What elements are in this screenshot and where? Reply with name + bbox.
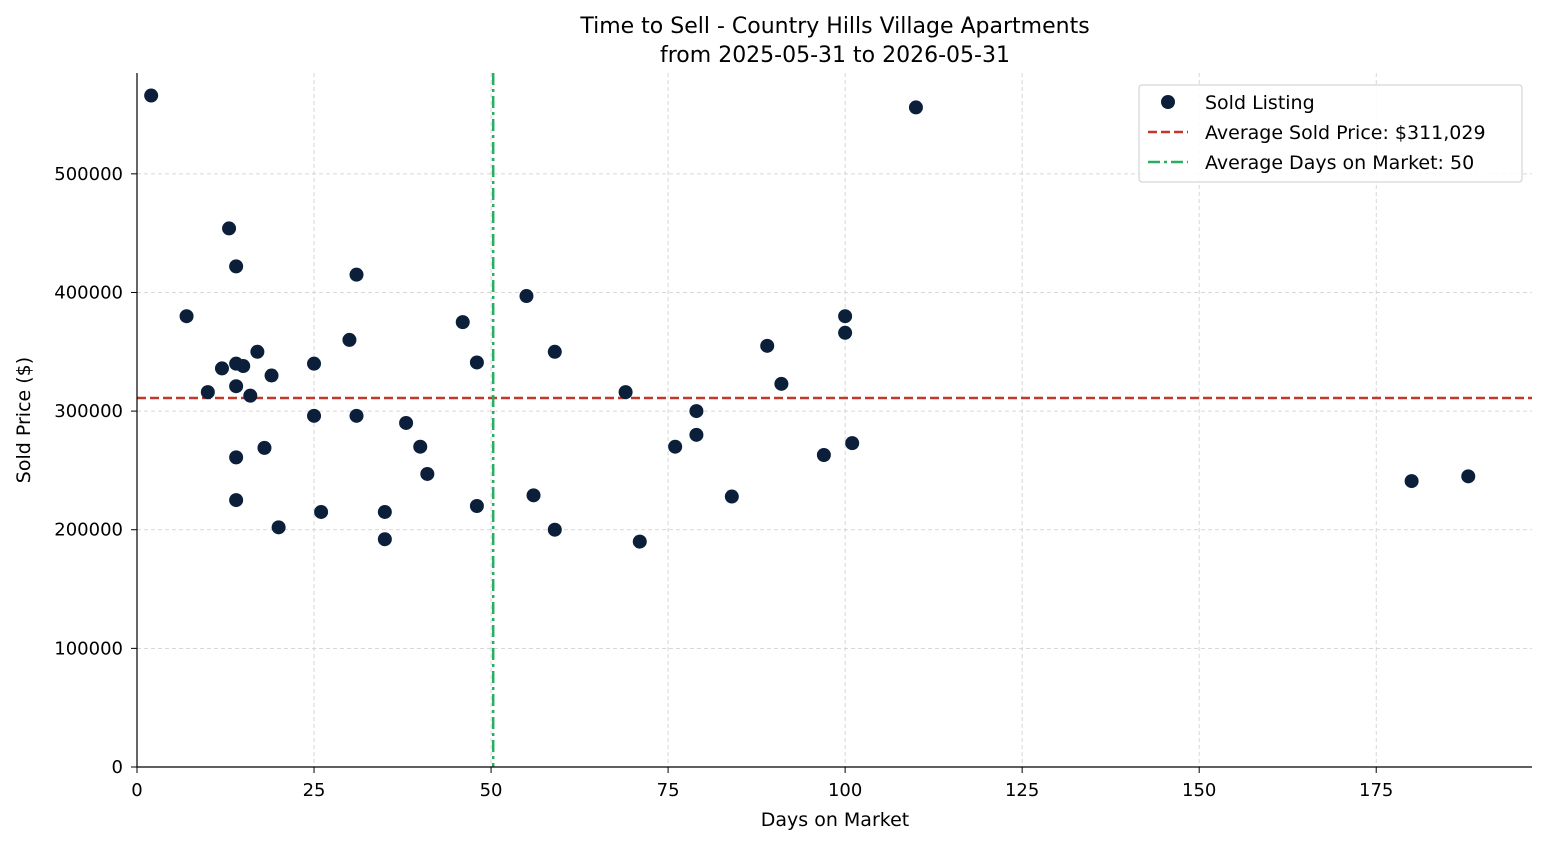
data-point [314,504,329,519]
data-point [229,493,244,508]
x-tick-label: 50 [480,780,503,801]
data-point [214,361,229,376]
x-axis-ticks: 0 25 50 75 100 125 150 175 [131,767,1393,801]
data-point [250,344,265,359]
data-point [222,221,237,236]
legend-marker-sold-listing [1161,95,1175,109]
data-point [257,440,272,455]
data-point [399,415,414,430]
data-point [724,489,739,504]
x-tick-label: 125 [1005,780,1039,801]
y-axis-ticks: 0 100000 200000 300000 400000 500000 [54,164,137,778]
data-point [689,427,704,442]
data-point [689,404,704,419]
data-point [845,436,860,451]
data-point [229,259,244,274]
data-point [1404,474,1419,489]
y-tick-label: 0 [112,757,123,778]
x-tick-label: 150 [1182,780,1216,801]
data-point [547,344,562,359]
chart-title: Time to Sell - Country Hills Village Apa… [579,14,1089,39]
data-point [349,267,364,282]
data-point [413,439,428,454]
data-point [243,388,258,403]
data-point [816,447,831,462]
data-point [618,385,633,400]
data-point [179,309,194,324]
data-point [526,488,541,503]
legend-label-avg-price: Average Sold Price: $311,029 [1205,122,1486,144]
x-tick-label: 175 [1359,780,1393,801]
data-point [236,359,251,374]
data-point [455,315,470,330]
data-point [264,368,279,383]
data-point [547,522,562,537]
data-point [774,376,789,391]
data-point [229,450,244,465]
data-point [420,466,435,481]
chart-subtitle: from 2025-05-31 to 2026-05-31 [660,43,1010,68]
y-tick-label: 300000 [54,401,123,422]
data-point [342,332,357,347]
data-point [519,289,534,304]
data-point [229,379,244,394]
y-tick-label: 400000 [54,282,123,303]
data-point [838,325,853,340]
legend: Sold Listing Average Sold Price: $311,02… [1138,84,1523,183]
reference-lines [137,73,1532,767]
data-point [908,100,923,115]
data-point [632,534,647,549]
legend-box [1138,84,1523,183]
grid-lines [137,73,1532,767]
data-point [760,338,775,353]
data-points [144,88,1476,549]
legend-label-sold-listing: Sold Listing [1205,92,1315,114]
data-point [1461,469,1476,484]
data-point [469,499,484,514]
y-tick-label: 500000 [54,164,123,185]
data-point [271,520,286,535]
x-tick-label: 100 [828,780,862,801]
x-axis-label: Days on Market [761,809,909,831]
data-point [144,88,159,103]
data-point [377,504,392,519]
data-point [307,356,322,371]
data-point [200,385,215,400]
data-point [377,532,392,547]
y-tick-label: 200000 [54,520,123,541]
data-point [668,439,683,454]
x-tick-label: 75 [657,780,680,801]
x-tick-label: 0 [131,780,142,801]
data-point [469,355,484,370]
data-point [838,309,853,324]
data-point [349,408,364,423]
y-tick-label: 100000 [54,638,123,659]
data-point [307,408,322,423]
y-axis-label: Sold Price ($) [13,357,35,483]
x-tick-label: 25 [303,780,326,801]
legend-label-avg-days: Average Days on Market: 50 [1205,152,1474,174]
